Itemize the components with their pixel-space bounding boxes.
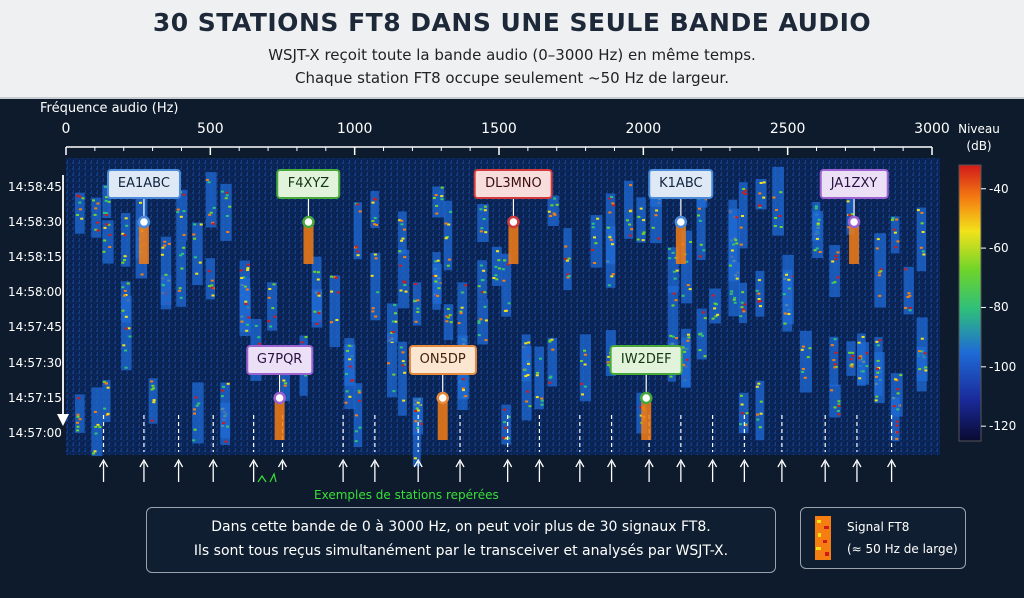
header-panel: 30 STATIONS FT8 DANS UNE SEULE BANDE AUD…: [0, 0, 1024, 99]
station-arrowhead: [249, 458, 259, 468]
examples-marker-area: [256, 470, 284, 484]
x-tick-label: 3000: [914, 121, 950, 137]
info-line-1: Dans cette bande de 0 à 3000 Hz, on peut…: [211, 519, 711, 535]
station-label-dl3mno: DL3MNO: [474, 169, 553, 199]
station-label-f4xyz: F4XYZ: [276, 169, 341, 199]
station-signal: [641, 402, 652, 440]
station-signal: [508, 226, 519, 264]
station-label-k1abc: K1ABC: [648, 169, 714, 199]
station-arrowhead: [338, 458, 348, 468]
examples-marker-icon: [257, 472, 277, 483]
info-line-2: Ils sont tous reçus simultanément par le…: [193, 543, 729, 559]
station-marker: [436, 391, 449, 405]
colorbar-tick-label: -40: [989, 181, 1009, 196]
station-arrowhead: [607, 458, 617, 468]
legend-box: Signal FT8 (≈ 50 Hz de large): [800, 507, 966, 569]
y-tick-label: 14:58:00: [8, 285, 62, 299]
station-label-on5dp: ON5DP: [408, 345, 477, 375]
y-tick-label: 14:58:30: [8, 215, 62, 229]
station-signal: [675, 226, 686, 264]
x-tick-label: 500: [196, 121, 224, 137]
station-arrowhead: [820, 458, 830, 468]
legend-line-1: Signal FT8: [847, 520, 910, 534]
station-marker: [847, 215, 861, 229]
station-marker: [273, 391, 286, 405]
station-signal: [303, 226, 314, 264]
colorbar-tick-label: -100: [989, 359, 1017, 374]
station-arrowhead: [708, 458, 718, 468]
colorbar-title: Niveau: [958, 122, 1000, 136]
station-arrowhead: [413, 458, 423, 468]
subtitle-line-1: WSJT-X reçoit toute la bande audio (0–30…: [268, 46, 756, 64]
x-axis-title: Fréquence audio (Hz): [40, 101, 179, 116]
station-signal: [274, 402, 285, 440]
y-tick-label: 14:58:15: [8, 250, 62, 264]
y-tick-label: 14:57:45: [8, 320, 62, 334]
station-label-ja1zxy: JA1ZXY: [819, 169, 889, 199]
station-marker: [639, 391, 653, 405]
station-marker: [137, 215, 151, 229]
subtitle-line-2: Chaque station FT8 occupe seulement ~50 …: [294, 69, 729, 87]
station-arrowhead: [139, 458, 149, 468]
station-arrowhead: [174, 458, 184, 468]
legend-signal-swatch: [815, 516, 831, 560]
station-arrowhead: [852, 458, 862, 468]
x-tick-label: 0: [61, 121, 71, 137]
station-arrowhead: [534, 458, 544, 468]
info-box: Dans cette bande de 0 à 3000 Hz, on peut…: [146, 507, 776, 573]
station-label-iw2def: IW2DEF: [609, 345, 683, 375]
colorbar: [958, 164, 982, 442]
station-arrowhead: [370, 458, 380, 468]
legend-line-2: (≈ 50 Hz de large): [847, 542, 958, 556]
station-label-g7pqr: G7PQR: [245, 345, 314, 375]
station-signal: [138, 226, 149, 264]
colorbar-tick-label: -120: [989, 419, 1017, 434]
station-arrowhead: [644, 458, 654, 468]
x-tick-label: 2000: [625, 121, 662, 137]
station-arrowhead: [676, 458, 686, 468]
station-arrowhead: [575, 458, 585, 468]
x-tick-label: 2500: [769, 121, 806, 137]
station-label-ea1abc: EA1ABC: [106, 169, 181, 199]
y-tick-label: 14:57:15: [8, 391, 62, 405]
station-signal: [437, 402, 448, 440]
y-tick-label: 14:57:00: [8, 426, 62, 440]
station-arrowhead: [739, 458, 749, 468]
station-arrowhead: [503, 458, 513, 468]
y-tick-label: 14:57:30: [8, 356, 62, 370]
station-arrowhead: [455, 458, 465, 468]
colorbar-tick-label: -60: [989, 241, 1009, 256]
time-axis-arrowhead: [57, 414, 69, 426]
colorbar-unit: (dB): [966, 139, 992, 153]
station-arrowhead: [208, 458, 218, 468]
station-arrowhead: [887, 458, 897, 468]
examples-label: Exemples de stations repérées: [314, 488, 499, 502]
station-marker: [302, 215, 315, 229]
station-arrowhead: [277, 458, 288, 468]
page-title: 30 STATIONS FT8 DANS UNE SEULE BANDE AUD…: [152, 8, 872, 37]
station-signal: [849, 226, 860, 264]
station-marker: [507, 215, 520, 229]
station-arrowhead: [98, 458, 109, 468]
x-tick-label: 1000: [336, 121, 373, 137]
colorbar-tick-label: -80: [989, 300, 1009, 315]
y-tick-label: 14:58:45: [8, 180, 62, 194]
x-tick-label: 1500: [481, 121, 517, 137]
station-arrowhead: [777, 458, 787, 468]
station-marker: [674, 215, 688, 229]
